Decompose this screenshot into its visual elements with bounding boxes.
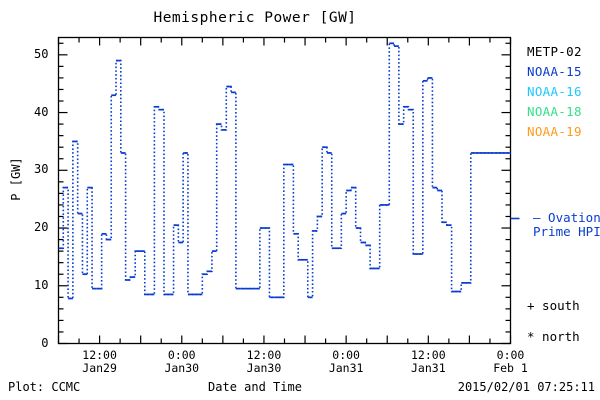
- legend-item-noaa-19: NOAA-19: [527, 124, 582, 139]
- y-axis-label: P [GW]: [9, 157, 23, 201]
- x-tick-label: 12:00 Jan30: [229, 347, 299, 375]
- x-tick-date: Jan29: [82, 360, 117, 375]
- legend-item-metp-02: METP-02: [527, 44, 582, 59]
- legend-item-noaa-16: NOAA-16: [527, 84, 582, 99]
- x-tick-label: 12:00 Jan29: [65, 347, 135, 375]
- x-tick-time: 0:00: [167, 347, 196, 362]
- x-tick-date: Jan31: [411, 360, 446, 375]
- x-tick-label: 0:00 Feb 1: [476, 347, 546, 375]
- x-tick-date: Jan30: [246, 360, 282, 375]
- footer-plot-source: Plot: CCMC: [8, 380, 81, 394]
- page-title: Hemispheric Power [GW]: [153, 10, 357, 26]
- x-axis-label: Date and Time: [208, 380, 302, 394]
- legend-symbol-north: * north: [527, 329, 580, 344]
- y-tick-label: 40: [34, 104, 49, 119]
- y-tick-label: 30: [34, 162, 49, 177]
- x-tick-date: Jan30: [164, 360, 200, 375]
- x-tick-date: Feb 1: [493, 360, 528, 375]
- x-tick-time: 12:00: [246, 347, 282, 362]
- x-tick-date: Jan31: [328, 360, 364, 375]
- legend-ovation-line1: — Ovation: [533, 210, 600, 225]
- x-tick-time: 0:00: [496, 347, 525, 362]
- y-tick-label: 50: [34, 46, 49, 61]
- x-tick-time: 12:00: [411, 347, 446, 362]
- x-tick-label: 0:00 Jan31: [311, 347, 381, 375]
- series-line-0: [58, 42, 511, 300]
- x-tick-label: 0:00 Jan30: [147, 347, 217, 375]
- x-tick-time: 0:00: [332, 347, 360, 362]
- legend-ovation-line2: Prime HPI: [533, 224, 600, 239]
- legend-ovation-prime: — Ovation Prime HPI: [533, 211, 600, 239]
- y-tick-label: 20: [34, 220, 49, 235]
- legend-symbol-south: + south: [527, 298, 580, 313]
- y-tick-label: 0: [41, 335, 49, 350]
- x-tick-label: 12:00 Jan31: [393, 347, 463, 375]
- legend-item-noaa-18: NOAA-18: [527, 104, 582, 119]
- legend-item-noaa-15: NOAA-15: [527, 64, 582, 79]
- y-tick-label: 10: [34, 277, 49, 292]
- x-tick-time: 12:00: [82, 347, 117, 362]
- footer-timestamp: 2015/02/01 07:25:11: [457, 380, 595, 394]
